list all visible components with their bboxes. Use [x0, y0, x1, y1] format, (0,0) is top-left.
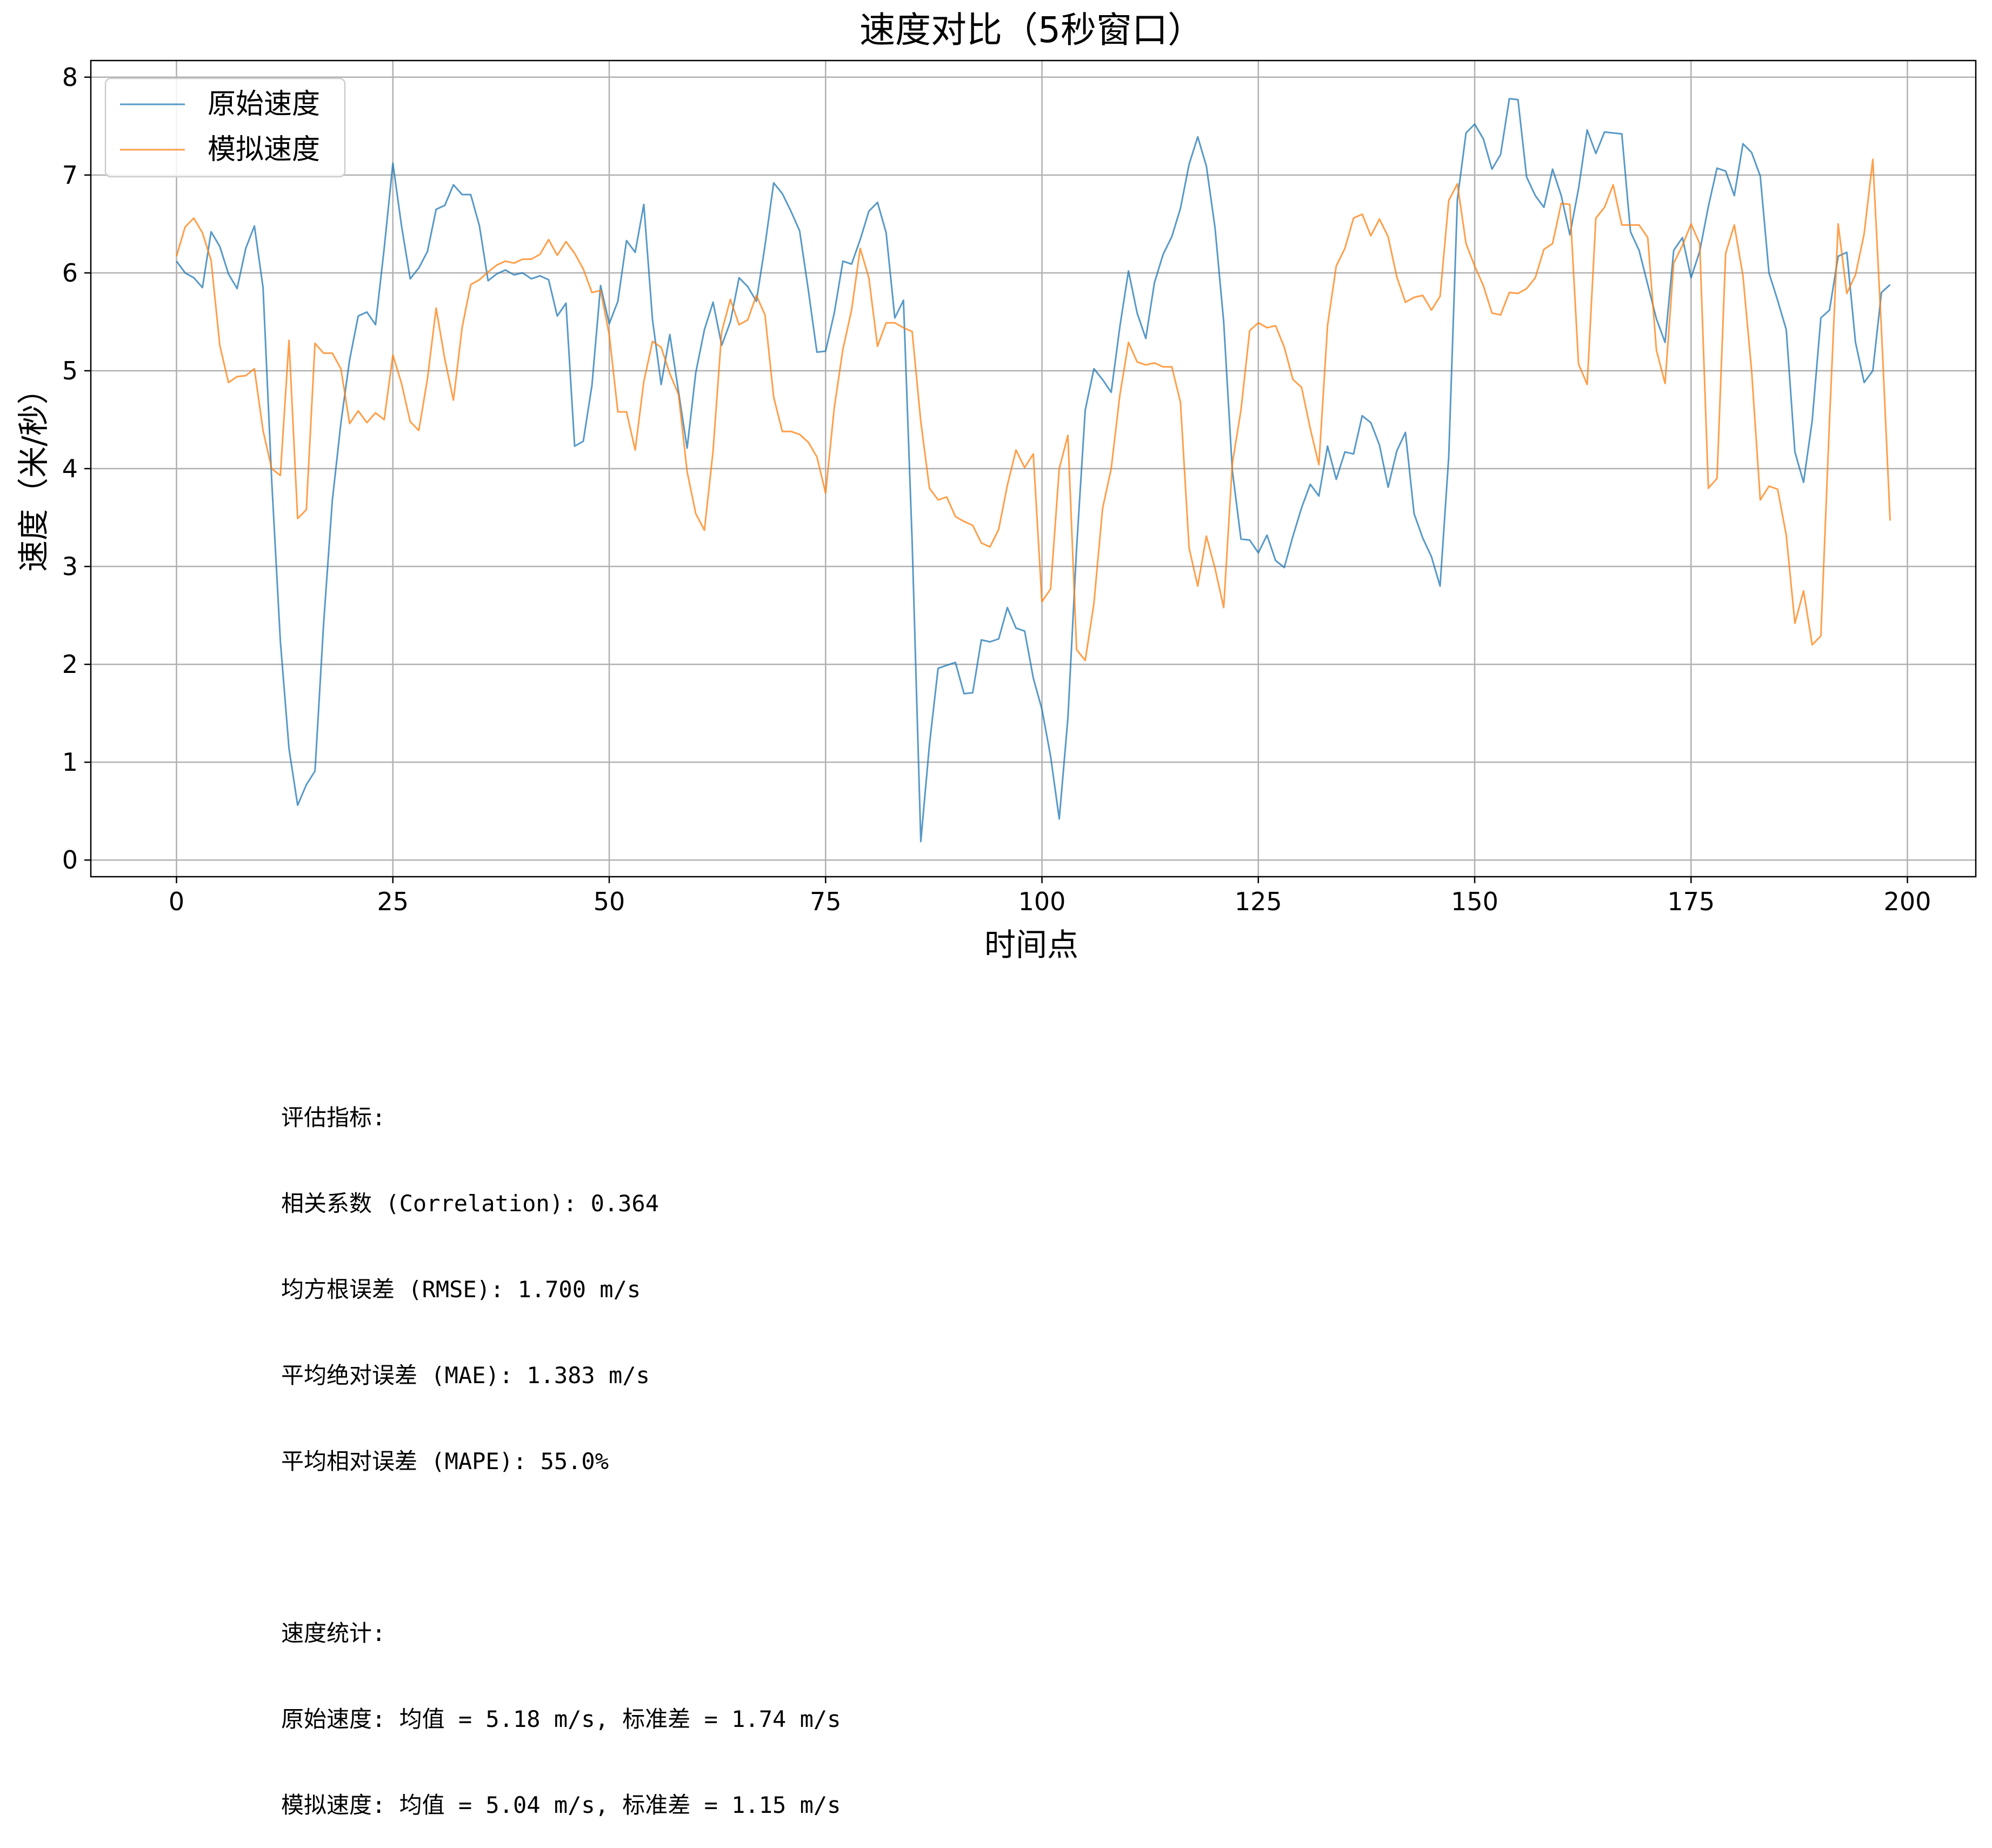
metric-rmse: 均方根误差 (RMSE): 1.700 m/s: [281, 1276, 641, 1303]
y-tick-label: 6: [62, 258, 78, 288]
series-line-original: [176, 98, 1891, 843]
series-line-simulated: [176, 158, 1891, 662]
x-tick-label: 50: [594, 887, 625, 916]
legend-box: [104, 77, 346, 178]
grid-lines: [91, 61, 1976, 877]
metrics-header: 评估指标:: [281, 1104, 386, 1131]
metric-mae: 平均绝对误差 (MAE): 1.383 m/s: [281, 1362, 650, 1389]
metrics-gap: [281, 1533, 841, 1562]
y-tick-label: 3: [62, 552, 78, 581]
x-tick-label: 25: [377, 887, 409, 916]
speed-comparison-chart: 速度对比（5秒窗口） 0 25 50 75 100 125 150 175 200 0 1 2 3 4 5 6…: [15, 9, 1977, 963]
metrics-text-block: 评估指标: 相关系数 (Correlation): 0.364 均方根误差 (R…: [281, 1046, 841, 1848]
x-tick-label: 0: [169, 887, 184, 916]
stats-simulated: 模拟速度: 均值 = 5.04 m/s, 标准差 = 1.15 m/s: [281, 1792, 841, 1818]
x-tick-label: 150: [1451, 887, 1498, 916]
x-tick-label: 175: [1667, 887, 1715, 916]
y-tick-label: 5: [62, 356, 78, 385]
y-tick-label: 2: [62, 650, 78, 679]
x-tick-label: 75: [810, 887, 842, 916]
metric-mape: 平均相对误差 (MAPE): 55.0%: [281, 1448, 609, 1475]
y-axis-label: 速度（米/秒）: [15, 373, 52, 572]
legend-label-original: 原始速度: [208, 88, 320, 121]
legend-label-simulated: 模拟速度: [208, 134, 320, 166]
x-tick-label: 200: [1884, 887, 1931, 916]
y-tick-label: 8: [62, 63, 78, 92]
x-tick-label: 125: [1235, 887, 1282, 916]
series-lines: [176, 98, 1891, 843]
y-tick-label: 7: [62, 161, 78, 190]
chart-title: 速度对比（5秒窗口）: [860, 9, 1203, 51]
axis-ticks: 0 25 50 75 100 125 150 175 200 0 1 2 3 4 5 6 7 8: [62, 63, 1931, 916]
y-tick-label: 4: [62, 454, 78, 483]
x-tick-label: 100: [1018, 887, 1066, 916]
x-axis-label: 时间点: [984, 926, 1078, 963]
stats-original: 原始速度: 均值 = 5.18 m/s, 标准差 = 1.74 m/s: [281, 1706, 841, 1732]
legend: 原始速度 模拟速度: [104, 77, 346, 178]
stats-header: 速度统计:: [281, 1620, 386, 1646]
y-tick-label: 0: [62, 845, 78, 875]
y-tick-label: 1: [62, 748, 78, 777]
metric-correlation: 相关系数 (Correlation): 0.364: [281, 1190, 659, 1217]
